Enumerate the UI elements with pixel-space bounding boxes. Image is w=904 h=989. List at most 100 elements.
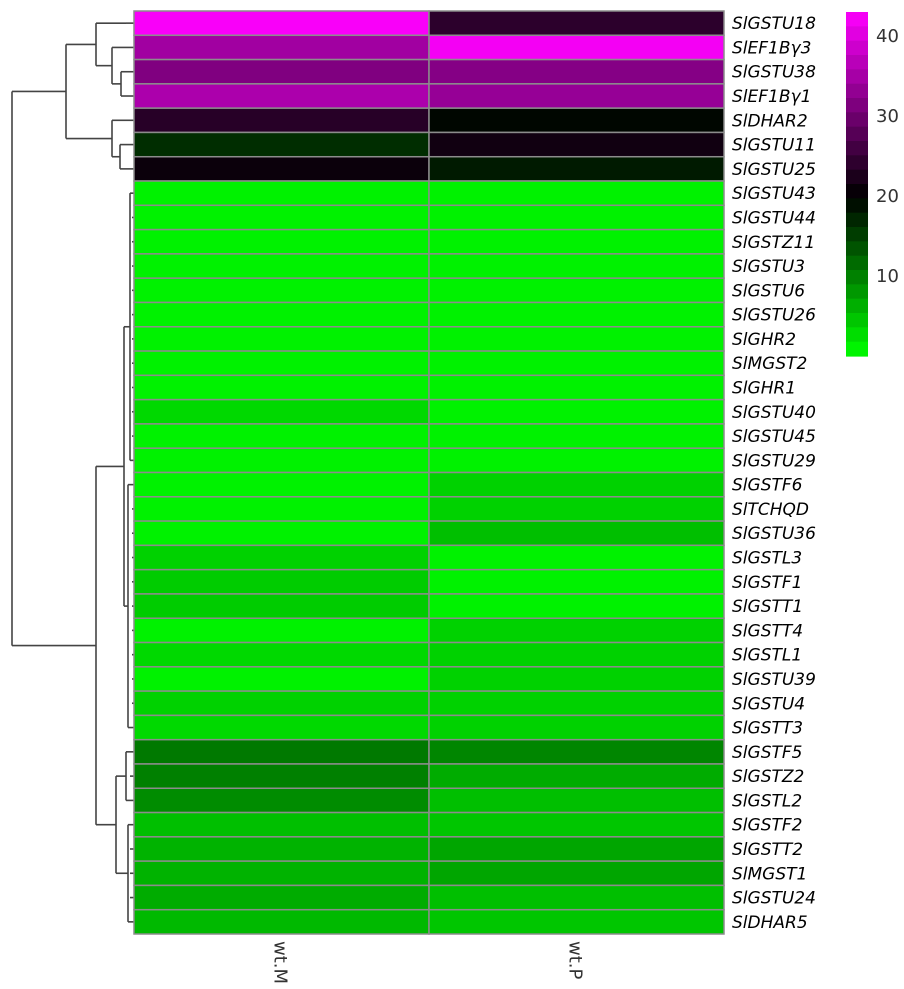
heatmap-cell (133, 398, 430, 425)
row-label: SlGSTU45 (732, 427, 816, 447)
legend-swatch (846, 313, 868, 328)
heatmap-cell (133, 496, 430, 522)
row-label: SlGSTT2 (732, 840, 803, 860)
heatmap-cell (133, 374, 430, 401)
heatmap-cell (428, 204, 725, 231)
legend-swatch (846, 112, 868, 128)
row-label: SlMGST2 (732, 354, 807, 374)
heatmap-cell (133, 860, 430, 887)
row-label: SlGSTU29 (732, 451, 816, 471)
legend-swatch (846, 12, 868, 27)
row-label: SlGSTZ11 (732, 233, 815, 253)
legend-swatch (846, 270, 868, 285)
heatmap-cell (428, 787, 725, 814)
heatmap-cell (428, 10, 725, 37)
row-dendrogram (11, 22, 134, 923)
heatmap-cell (133, 641, 430, 668)
row-label: SlEF1Bγ3 (732, 38, 811, 58)
legend-swatch (846, 241, 868, 257)
heatmap-cell (133, 520, 430, 547)
heatmap-cell (133, 811, 430, 838)
legend-swatch (846, 198, 868, 214)
row-label: SlGHR2 (732, 330, 796, 350)
heatmap-cell (133, 301, 430, 328)
legend-tick-label: 40 (876, 26, 899, 47)
column-labels: wt.M wt.P (270, 941, 586, 984)
row-label: SlMGST1 (732, 864, 807, 884)
heatmap-cell (428, 34, 725, 61)
heatmap-cell (428, 860, 725, 887)
legend-swatch (846, 155, 868, 171)
row-label: SlGSTT4 (732, 621, 803, 641)
heatmap-cell (428, 277, 725, 304)
legend-swatch (846, 83, 868, 99)
row-label: SlEF1Bγ1 (732, 87, 811, 107)
row-label: SlGSTU25 (732, 160, 816, 180)
heatmap-cell (428, 180, 725, 207)
row-label: SlGSTF2 (732, 816, 802, 836)
legend-swatch (846, 184, 868, 199)
heatmap-cell (133, 423, 430, 449)
heatmap-cell (428, 520, 725, 547)
row-label: SlGSTF6 (732, 476, 803, 496)
heatmap-cell (133, 884, 430, 911)
heatmap-cell (428, 884, 725, 911)
heatmap-cell (428, 350, 725, 377)
heatmap-cells (133, 10, 725, 935)
legend-tick-label: 10 (876, 266, 899, 287)
heatmap-cell (428, 228, 725, 255)
heatmap-cell (133, 253, 430, 279)
heatmap-cell (133, 690, 430, 717)
row-label: SlGSTU36 (732, 524, 816, 544)
row-label: SlGSTU6 (732, 281, 805, 301)
heatmap-cell (428, 58, 725, 85)
row-label: SlGHR1 (732, 378, 796, 398)
heatmap-cell (133, 836, 430, 862)
legend-swatch (846, 55, 868, 70)
heatmap-cell (428, 447, 725, 474)
heatmap-cell (133, 155, 430, 182)
row-label: SlGSTU3 (732, 257, 805, 277)
row-label: SlGSTL2 (732, 791, 802, 811)
row-label: SlGSTL1 (732, 646, 802, 666)
heatmap-cell (428, 544, 725, 571)
row-label: SlGSTF5 (732, 743, 802, 763)
row-label: SlDHAR5 (732, 913, 808, 933)
heatmap-cell (133, 787, 430, 814)
heatmap-cell (133, 83, 430, 109)
heatmap-cell (133, 617, 430, 644)
heatmap-cell (133, 107, 430, 134)
row-label: SlDHAR2 (732, 111, 808, 131)
legend-swatch (846, 141, 868, 156)
heatmap-cell (133, 180, 430, 207)
row-label: SlGSTU43 (732, 184, 816, 204)
heatmap-cell (133, 471, 430, 498)
heatmap-cell (133, 447, 430, 474)
row-label: SlGSTU11 (732, 136, 816, 156)
heatmap-cell (133, 714, 430, 741)
heatmap-cell (428, 107, 725, 134)
legend-swatch (846, 212, 868, 228)
heatmap-cell (133, 593, 430, 619)
heatmap-cell (428, 617, 725, 644)
heatmap-cell (133, 10, 430, 37)
legend-swatch (846, 69, 868, 85)
row-label: SlGSTU40 (732, 403, 816, 423)
color-legend: 10 20 30 40 (846, 12, 899, 357)
heatmap-cell (428, 714, 725, 741)
heatmap-cell (133, 34, 430, 61)
row-label: SlGSTU18 (732, 14, 816, 34)
column-label: wt.P (565, 941, 586, 980)
heatmap-cell (428, 374, 725, 401)
heatmap-cell (428, 423, 725, 449)
heatmap-cell (428, 83, 725, 109)
heatmap-cell (133, 277, 430, 304)
legend-swatch (846, 227, 868, 242)
heatmap-cell (428, 253, 725, 279)
legend-swatch (846, 126, 868, 142)
row-label: SlGSTU4 (732, 694, 805, 714)
row-label: SlGSTF1 (732, 573, 802, 593)
legend-swatch (846, 298, 868, 314)
heatmap-cell (428, 908, 725, 935)
heatmap-cell (133, 544, 430, 571)
